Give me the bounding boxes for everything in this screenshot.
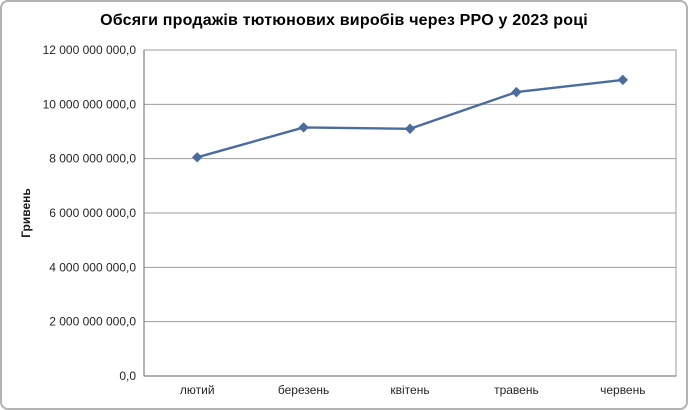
data-point-marker <box>511 86 522 98</box>
x-tick-label: червень <box>600 383 645 397</box>
x-tick-label: квітень <box>390 383 429 397</box>
y-tick-label: 10 000 000 000,0 <box>43 97 137 111</box>
data-point-marker <box>404 123 416 134</box>
data-point-marker <box>298 122 309 133</box>
data-point-marker <box>191 152 203 163</box>
x-tick-label: березень <box>278 383 329 397</box>
chart-title: Обсяги продажів тютюнових виробів через … <box>100 12 588 29</box>
y-tick-label: 6 000 000 000,0 <box>49 206 136 220</box>
y-tick-label: 8 000 000 000,0 <box>49 152 136 166</box>
data-line <box>196 78 623 159</box>
x-tick-label: травень <box>494 383 539 397</box>
y-tick-label: 12 000 000 000,0 <box>43 43 137 57</box>
x-tick-label: лютий <box>180 383 215 397</box>
data-point-marker <box>617 74 629 86</box>
y-tick-label: 2 000 000 000,0 <box>49 315 136 329</box>
y-tick-label: 4 000 000 000,0 <box>49 260 136 274</box>
y-tick-label: 0,0 <box>119 369 136 383</box>
